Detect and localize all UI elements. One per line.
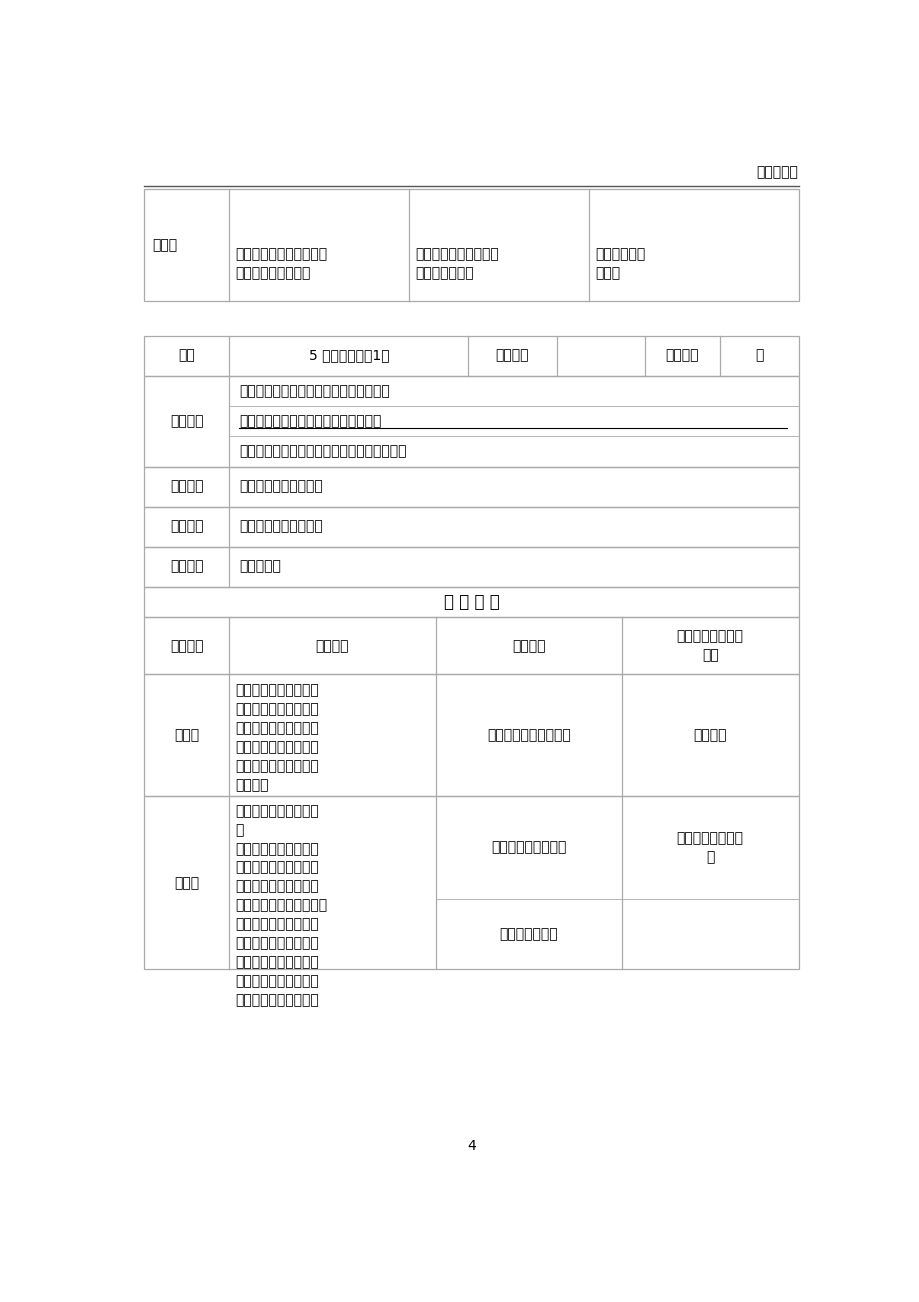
Bar <box>144 336 798 376</box>
Bar <box>144 376 798 466</box>
Text: 5 手指的使命（1）: 5 手指的使命（1） <box>308 349 389 363</box>
Text: 能力目标：了解键盘的分区及基本指法: 能力目标：了解键盘的分区及基本指法 <box>239 414 380 428</box>
Text: 一导入: 一导入 <box>175 728 199 742</box>
Text: 了解键盘使用的重要性: 了解键盘使用的重要性 <box>486 728 570 742</box>
Text: 教学目标: 教学目标 <box>170 414 203 428</box>
Text: 学习键盘的使用规则: 学习键盘的使用规则 <box>491 841 566 854</box>
Text: 教学环节: 教学环节 <box>170 639 203 654</box>
Bar <box>144 189 798 301</box>
Bar <box>144 617 798 674</box>
Text: 课题: 课题 <box>178 349 195 363</box>
Text: 键位分区图: 键位分区图 <box>239 560 280 574</box>
Text: 学习键盘的结构: 学习键盘的结构 <box>499 927 558 941</box>
Text: 带领学生学习阅览室《使
用电脑的注意事项》: 带领学生学习阅览室《使 用电脑的注意事项》 <box>235 247 327 280</box>
Text: 授课教师: 授课教师 <box>495 349 528 363</box>
Text: 认知目标：了解键盘的分区及基本指法；: 认知目标：了解键盘的分区及基本指法； <box>239 384 389 398</box>
Bar <box>144 506 798 547</box>
Text: 情感目标：培养学生动手操作能力和手脑配合: 情感目标：培养学生动手操作能力和手脑配合 <box>239 444 406 458</box>
Text: 学生活动: 学生活动 <box>512 639 545 654</box>
Bar <box>144 587 798 617</box>
Text: 课前准备: 课前准备 <box>170 560 203 574</box>
Text: 教师讲解键盘的使用规
则
键盘是计算机的主要输
入设备，计算机中的大
部分文字都是利用键盘
输入的，同弹钢琴一样，
快速、准确、有节奏地
弹击计算机键盘上的每
: 教师讲解键盘的使用规 则 键盘是计算机的主要输 入设备，计算机中的大 部分文字都… <box>235 803 327 1008</box>
Bar <box>144 674 798 796</box>
Text: 激趣导入: 激趣导入 <box>693 728 726 742</box>
Text: 4: 4 <box>467 1139 475 1152</box>
Text: 授课年级: 授课年级 <box>665 349 698 363</box>
Text: 三年级教案: 三年级教案 <box>755 165 798 180</box>
Text: 跟谁教师学习《使用电
脑的注意事项》: 跟谁教师学习《使用电 脑的注意事项》 <box>415 247 499 280</box>
Text: 设计意图或多媒体
运用: 设计意图或多媒体 运用 <box>676 629 743 663</box>
Bar <box>144 796 798 970</box>
Text: 教学重点: 教学重点 <box>170 479 203 493</box>
Text: 二新授: 二新授 <box>175 876 199 889</box>
Text: 键盘的分区及基本指法: 键盘的分区及基本指法 <box>239 479 323 493</box>
Text: 丰富学生的健
康知识: 丰富学生的健 康知识 <box>595 247 645 280</box>
Bar <box>144 466 798 506</box>
Text: 三拓展: 三拓展 <box>152 238 177 253</box>
Bar <box>144 547 798 587</box>
Text: 教学难点: 教学难点 <box>170 519 203 534</box>
Text: 了解键盘的使用规
则: 了解键盘的使用规 则 <box>676 831 743 865</box>
Text: 教 学 过 程: 教 学 过 程 <box>443 594 499 611</box>
Text: 键盘的分区及基本指法: 键盘的分区及基本指法 <box>239 519 323 534</box>
Text: 教师活动: 教师活动 <box>315 639 349 654</box>
Text: 我们已经学习了鼠标的
熟练操作，但是要想正
确使用计算机还必须了
解键盘的使用，这节课
我们就来学习如何正确
使用键盘: 我们已经学习了鼠标的 熟练操作，但是要想正 确使用计算机还必须了 解键盘的使用，… <box>235 684 319 793</box>
Text: 三: 三 <box>754 349 763 363</box>
